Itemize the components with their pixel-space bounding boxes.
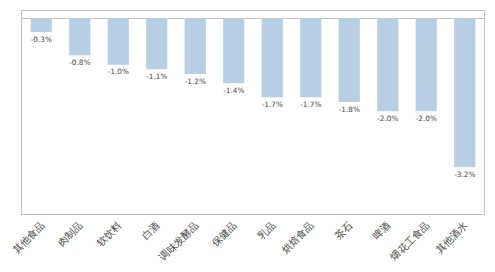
svg-text:软饮料: 软饮料 bbox=[94, 219, 123, 248]
svg-text:-1.7%: -1.7% bbox=[262, 100, 283, 109]
svg-text:烘焙食品: 烘焙食品 bbox=[280, 219, 316, 255]
svg-text:-2.0%: -2.0% bbox=[416, 114, 437, 123]
svg-text:-1.1%: -1.1% bbox=[146, 72, 167, 81]
svg-text:其他酒水: 其他酒水 bbox=[434, 219, 470, 255]
svg-text:调味发酵品: 调味发酵品 bbox=[157, 219, 200, 262]
svg-text:白酒: 白酒 bbox=[140, 219, 162, 241]
svg-text:茶石: 茶石 bbox=[332, 219, 354, 241]
svg-text:保健品: 保健品 bbox=[210, 219, 239, 248]
svg-text:-1.0%: -1.0% bbox=[108, 67, 129, 76]
svg-text:其他食品: 其他食品 bbox=[10, 219, 46, 255]
svg-text:乳品: 乳品 bbox=[255, 219, 277, 241]
svg-text:-1.7%: -1.7% bbox=[300, 100, 321, 109]
svg-text:-0.8%: -0.8% bbox=[69, 58, 90, 67]
svg-text:-0.3%: -0.3% bbox=[31, 35, 52, 44]
svg-text:啤酒: 啤酒 bbox=[371, 219, 393, 241]
svg-text:-3.2%: -3.2% bbox=[454, 170, 475, 179]
svg-text:-1.8%: -1.8% bbox=[339, 105, 360, 114]
svg-text:-2.0%: -2.0% bbox=[377, 114, 398, 123]
svg-text:-1.4%: -1.4% bbox=[223, 86, 244, 95]
svg-text:-1.2%: -1.2% bbox=[185, 77, 206, 86]
svg-text:烟花工食品: 烟花工食品 bbox=[388, 219, 431, 262]
svg-text:肉制品: 肉制品 bbox=[56, 219, 85, 248]
